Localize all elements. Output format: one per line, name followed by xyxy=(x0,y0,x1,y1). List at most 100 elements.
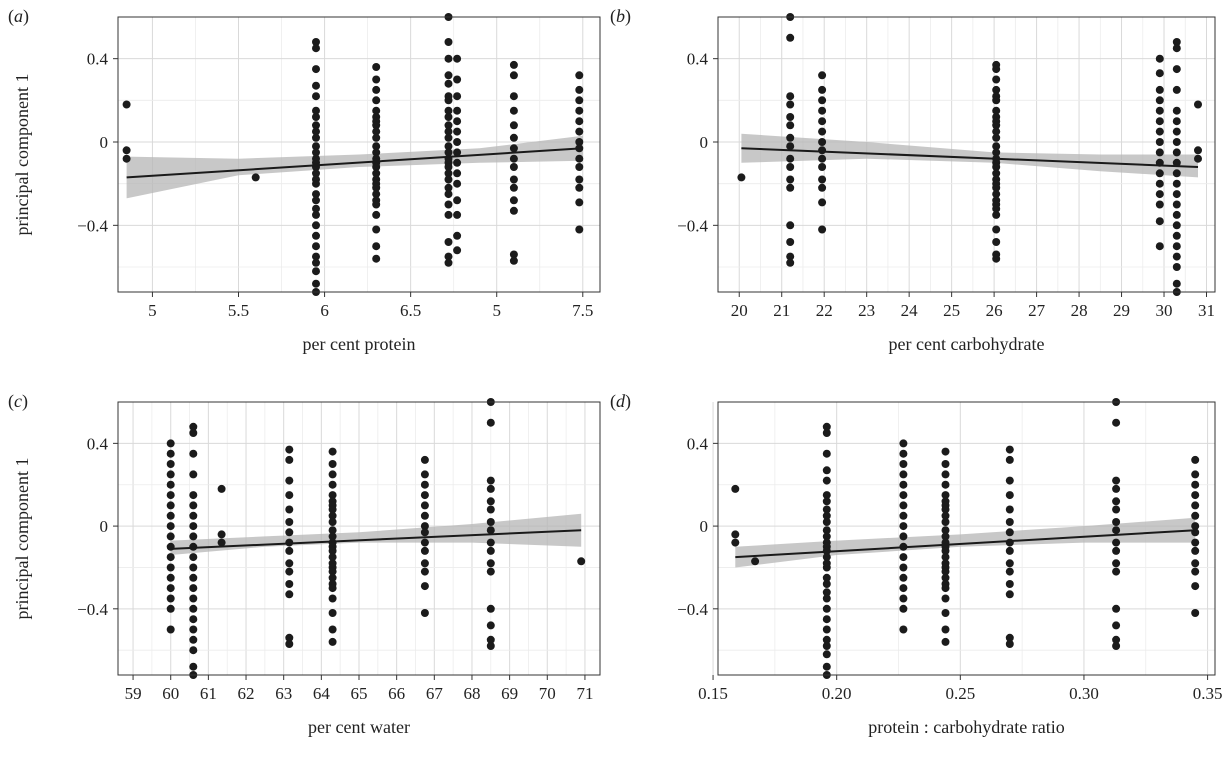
data-point xyxy=(818,96,827,105)
data-point xyxy=(312,44,320,53)
data-point xyxy=(420,559,429,568)
data-point xyxy=(312,210,320,219)
data-point xyxy=(818,183,827,192)
data-point xyxy=(486,476,495,485)
data-point xyxy=(1112,642,1121,650)
data-point xyxy=(1191,559,1200,568)
panel-label: (c) xyxy=(8,391,28,412)
data-point xyxy=(217,484,226,493)
data-point xyxy=(941,546,950,555)
data-point xyxy=(899,532,908,541)
data-point xyxy=(509,175,518,184)
data-point xyxy=(420,528,429,537)
data-point xyxy=(992,190,1001,199)
data-point xyxy=(575,163,584,171)
data-point xyxy=(486,505,495,514)
data-point xyxy=(453,148,462,157)
data-point xyxy=(312,133,320,142)
data-point xyxy=(1005,491,1014,500)
data-point xyxy=(992,133,1001,142)
panel-b: 20 21 22 23 24 25 26 27 28 29 30 31 0.4 0 −0.4 per cent… xyxy=(610,6,1216,354)
data-point xyxy=(822,573,831,582)
data-point xyxy=(453,246,462,255)
data-point xyxy=(1191,455,1200,464)
data-point xyxy=(1112,546,1121,555)
data-point xyxy=(328,470,337,479)
data-point xyxy=(372,121,381,130)
data-point xyxy=(509,60,518,69)
confidence-band xyxy=(735,517,1196,568)
data-point xyxy=(444,96,453,105)
data-point xyxy=(575,198,584,207)
data-point xyxy=(312,221,320,230)
data-point xyxy=(941,491,950,500)
data-point xyxy=(1112,538,1121,547)
data-point xyxy=(312,204,320,213)
fit-line xyxy=(741,147,1199,168)
data-point xyxy=(251,173,260,182)
data-point xyxy=(1191,609,1200,617)
data-point xyxy=(822,650,831,659)
data-point xyxy=(786,113,795,121)
data-point xyxy=(285,518,294,526)
data-point xyxy=(509,250,518,259)
data-point xyxy=(822,553,831,562)
data-point xyxy=(822,642,831,650)
data-point xyxy=(941,584,950,593)
data-point xyxy=(575,175,584,184)
data-point xyxy=(166,470,175,479)
x-tick-label: 71 xyxy=(576,684,593,703)
x-tick-label: 25 xyxy=(943,301,960,320)
data-point xyxy=(312,142,320,151)
data-point xyxy=(786,133,795,142)
data-point xyxy=(1194,154,1202,163)
data-point xyxy=(1191,491,1200,500)
data-point xyxy=(420,501,429,510)
data-point xyxy=(189,522,198,531)
data-point xyxy=(818,198,827,207)
data-point xyxy=(992,210,1001,219)
data-point xyxy=(1005,559,1014,568)
data-point xyxy=(444,258,453,267)
data-point xyxy=(899,460,908,468)
data-point xyxy=(166,491,175,500)
data-point xyxy=(1155,217,1164,226)
data-point xyxy=(1155,69,1164,78)
data-point xyxy=(1191,538,1200,547)
data-point xyxy=(189,594,198,603)
data-point xyxy=(899,522,908,531)
data-point xyxy=(285,505,294,514)
data-point xyxy=(941,637,950,646)
data-point xyxy=(822,466,831,475)
data-point xyxy=(189,604,198,613)
data-point xyxy=(941,470,950,479)
fit-line xyxy=(126,147,583,179)
data-point xyxy=(818,175,827,184)
data-point xyxy=(1112,559,1121,568)
data-point xyxy=(444,252,453,261)
data-point xyxy=(328,546,337,555)
data-point xyxy=(444,71,453,80)
data-point xyxy=(822,532,831,541)
data-point xyxy=(1112,497,1121,506)
data-point xyxy=(1005,640,1014,648)
data-point xyxy=(122,100,131,109)
y-tick-label: −0.4 xyxy=(77,216,108,235)
plot-frame xyxy=(717,16,1216,293)
x-tick-label: 0.30 xyxy=(1069,684,1099,703)
data-point xyxy=(822,588,831,597)
data-point xyxy=(822,625,831,634)
data-point xyxy=(420,470,429,479)
data-point xyxy=(372,210,381,219)
data-point xyxy=(1155,179,1164,188)
data-point xyxy=(1172,252,1181,261)
y-tick-label: 0 xyxy=(700,133,709,152)
data-point xyxy=(372,254,381,263)
data-point xyxy=(1155,54,1164,63)
data-point xyxy=(1155,148,1164,157)
data-point xyxy=(1191,567,1200,576)
data-point xyxy=(285,559,294,568)
x-tick-label: 29 xyxy=(1113,301,1130,320)
data-point xyxy=(731,530,740,539)
data-point xyxy=(285,580,294,588)
